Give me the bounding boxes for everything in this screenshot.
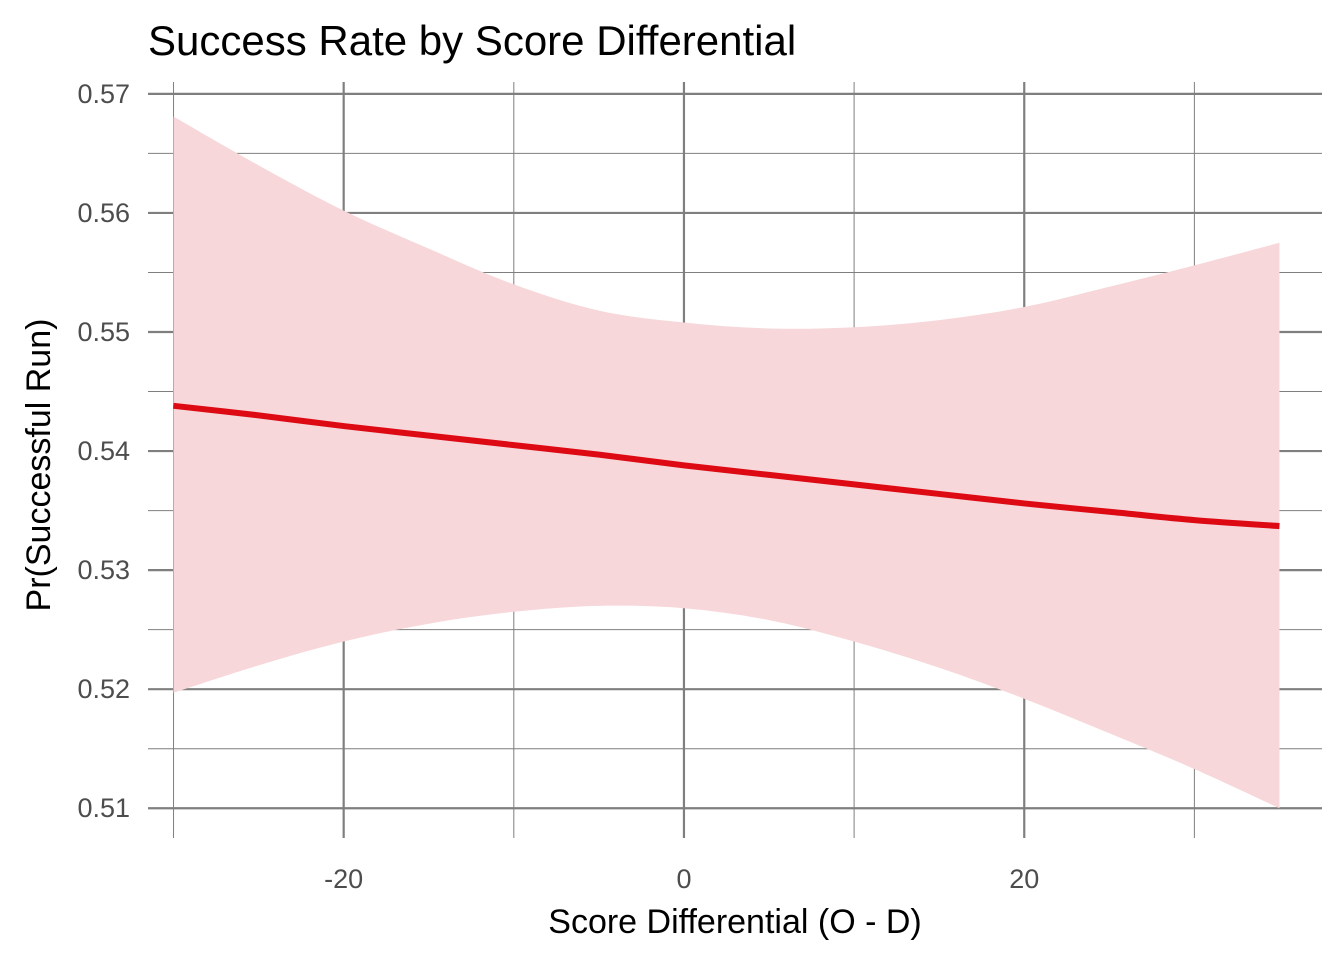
x-tick-label: 20	[1009, 864, 1039, 894]
y-axis-title: Pr(Successful Run)	[20, 319, 58, 612]
y-tick-label: 0.51	[77, 793, 130, 823]
x-axis-tick-labels: -20 0 20	[324, 864, 1039, 894]
y-tick-label: 0.54	[77, 436, 130, 466]
chart-title: Success Rate by Score Differential	[148, 17, 796, 64]
x-tick-label: -20	[324, 864, 363, 894]
trend-line	[173, 402, 1280, 530]
y-tick-label: 0.57	[77, 79, 130, 109]
y-tick-label: 0.56	[77, 198, 130, 228]
confidence-ribbon	[173, 116, 1280, 809]
y-tick-label: 0.55	[77, 317, 130, 347]
y-tick-label: 0.53	[77, 555, 130, 585]
y-tick-label: 0.52	[77, 674, 130, 704]
y-axis-tick-labels: 0.51 0.52 0.53 0.54 0.55 0.56 0.57	[77, 79, 130, 823]
x-axis-title: Score Differential (O - D)	[548, 903, 921, 941]
x-tick-label: 0	[676, 864, 691, 894]
